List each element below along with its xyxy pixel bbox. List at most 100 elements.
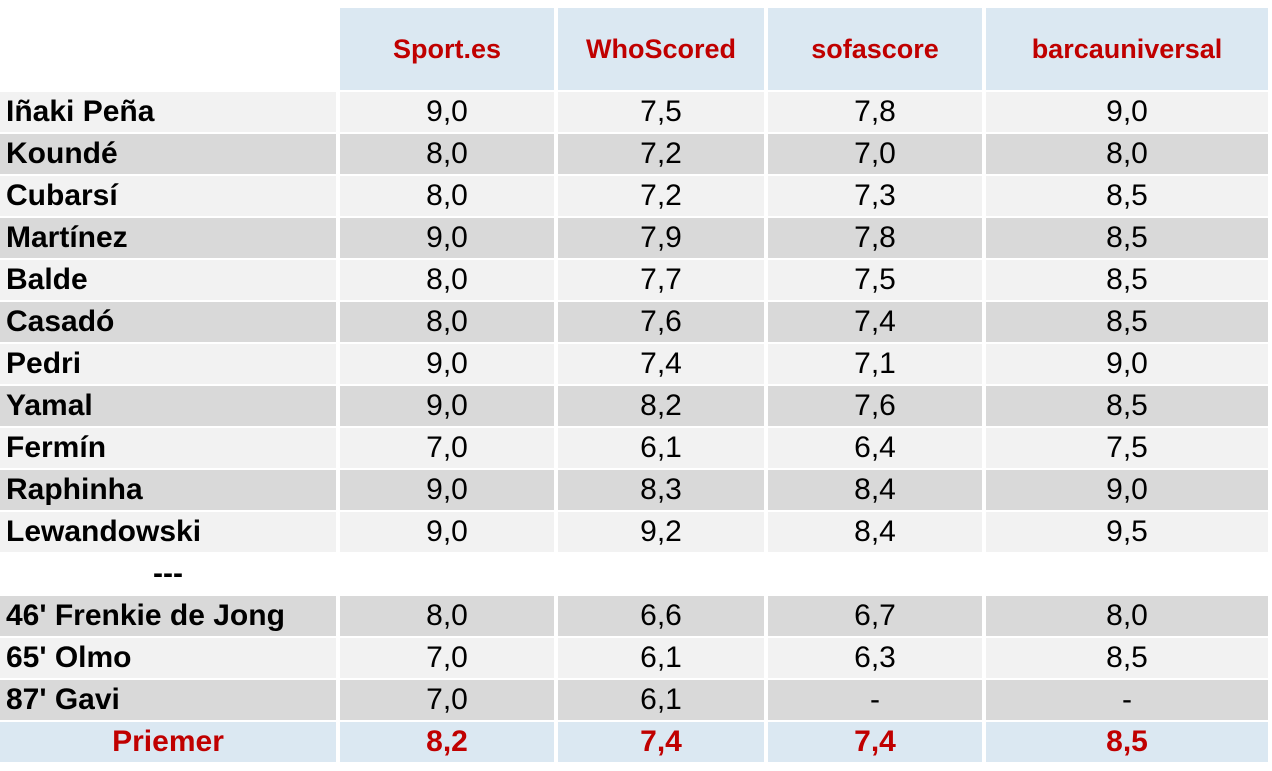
rating-cell: 6,1 [558,680,764,720]
rating-cell: 7,0 [340,638,554,678]
table-row: Lewandowski 9,0 9,2 8,4 9,5 [0,512,1268,552]
rating-cell: 8,0 [340,260,554,300]
rating-cell: 7,4 [558,344,764,384]
table-row: Yamal 9,0 8,2 7,6 8,5 [0,386,1268,426]
rating-cell: 7,5 [558,92,764,132]
rating-cell: 7,0 [340,428,554,468]
rating-cell: 9,5 [986,512,1268,552]
rating-cell: 8,2 [558,386,764,426]
table-row: Balde 8,0 7,7 7,5 8,5 [0,260,1268,300]
separator-row: --- [0,554,1268,594]
rating-cell: 7,0 [340,680,554,720]
player-name: Casadó [0,302,336,342]
player-name: Iñaki Peña [0,92,336,132]
rating-cell: 8,5 [986,386,1268,426]
rating-cell: 7,4 [768,302,982,342]
rating-cell: 6,3 [768,638,982,678]
rating-cell: 8,5 [986,722,1268,762]
rating-cell: 8,0 [340,596,554,636]
rating-cell: 8,5 [986,638,1268,678]
column-header-sofascore: sofascore [768,8,982,90]
rating-cell: 7,4 [768,722,982,762]
player-name: Martínez [0,218,336,258]
rating-cell: 7,7 [558,260,764,300]
rating-cell: 9,0 [340,218,554,258]
rating-cell: 7,4 [558,722,764,762]
rating-cell: 7,8 [768,218,982,258]
column-header-whoscored: WhoScored [558,8,764,90]
rating-cell: 9,0 [340,470,554,510]
rating-cell: 7,0 [768,134,982,174]
rating-cell: 8,5 [986,218,1268,258]
table-row: Cubarsí 8,0 7,2 7,3 8,5 [0,176,1268,216]
rating-cell: 9,0 [986,470,1268,510]
table-row: 65' Olmo 7,0 6,1 6,3 8,5 [0,638,1268,678]
ratings-page: Sport.es WhoScored sofascore barcauniversal… [0,6,1272,764]
rating-cell [340,554,554,594]
table-row: 46' Frenkie de Jong 8,0 6,6 6,7 8,0 [0,596,1268,636]
rating-cell: 9,0 [340,344,554,384]
header-row: Sport.es WhoScored sofascore barcauniversal [0,8,1268,90]
summary-label: Priemer [0,722,336,762]
rating-cell: 8,0 [340,134,554,174]
rating-cell: 6,6 [558,596,764,636]
table-row: 87' Gavi 7,0 6,1- - [0,680,1268,720]
rating-cell: 8,0 [340,176,554,216]
rating-cell: - [768,680,982,720]
table-row: Pedri 9,0 7,4 7,1 9,0 [0,344,1268,384]
rating-cell: 7,5 [986,428,1268,468]
rating-cell [768,554,982,594]
rating-cell: 6,7 [768,596,982,636]
rating-cell: 7,6 [768,386,982,426]
rating-cell: 9,0 [986,92,1268,132]
rating-cell: 7,5 [768,260,982,300]
rating-cell: 7,8 [768,92,982,132]
player-name: Koundé [0,134,336,174]
table-row: Iñaki Peña 9,0 7,5 7,8 9,0 [0,92,1268,132]
rating-cell: 7,2 [558,134,764,174]
rating-cell: 9,0 [340,512,554,552]
rating-cell: 7,3 [768,176,982,216]
rating-cell: 9,0 [340,386,554,426]
rating-cell: 8,2 [340,722,554,762]
rating-cell: 8,0 [340,302,554,342]
rating-cell: 8,4 [768,470,982,510]
table-header: Sport.es WhoScored sofascore barcauniversal [0,8,1268,90]
rating-cell [558,554,764,594]
rating-cell: 8,3 [558,470,764,510]
player-name: Balde [0,260,336,300]
rating-cell: 6,1 [558,428,764,468]
column-header-barcauniversal: barcauniversal [986,8,1268,90]
table-row: Koundé 8,0 7,2 7,0 8,0 [0,134,1268,174]
rating-cell: 9,0 [986,344,1268,384]
column-header-sport-es: Sport.es [340,8,554,90]
rating-cell: 7,6 [558,302,764,342]
rating-cell: 8,4 [768,512,982,552]
rating-cell: 8,5 [986,260,1268,300]
table-row: Martínez 9,0 7,9 7,8 8,5 [0,218,1268,258]
table-row: Casadó 8,0 7,6 7,4 8,5 [0,302,1268,342]
player-name: Raphinha [0,470,336,510]
player-name: Yamal [0,386,336,426]
corner-cell [0,8,336,90]
table-row: Fermín 7,0 6,1 6,4 7,5 [0,428,1268,468]
rating-cell: 8,5 [986,302,1268,342]
player-name: Lewandowski [0,512,336,552]
separator-label: --- [0,554,336,594]
player-name: Pedri [0,344,336,384]
table-body: Iñaki Peña 9,0 7,5 7,8 9,0 Koundé 8,0 7,2 7,0 8,0… [0,92,1268,762]
rating-cell: 7,2 [558,176,764,216]
rating-cell: 8,0 [986,596,1268,636]
table-row: Raphinha 9,0 8,3 8,4 9,0 [0,470,1268,510]
rating-cell: 9,2 [558,512,764,552]
rating-cell: 7,9 [558,218,764,258]
player-name: 46' Frenkie de Jong [0,596,336,636]
rating-cell: 7,1 [768,344,982,384]
rating-cell: 6,4 [768,428,982,468]
rating-cell: 8,0 [986,134,1268,174]
rating-cell: 8,5 [986,176,1268,216]
player-name: 87' Gavi [0,680,336,720]
player-name: Cubarsí [0,176,336,216]
rating-cell [986,554,1268,594]
player-name: 65' Olmo [0,638,336,678]
